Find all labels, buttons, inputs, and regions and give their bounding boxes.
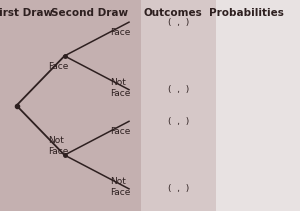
Text: Face: Face (48, 62, 68, 72)
Text: (  ,  ): ( , ) (168, 117, 189, 126)
Text: Outcomes: Outcomes (143, 8, 202, 18)
Bar (66, 0, 141, 211)
Bar (0, 0, 66, 211)
Text: Not
Face: Not Face (110, 78, 130, 98)
Bar (216, 0, 300, 211)
Text: Second Draw: Second Draw (51, 8, 129, 18)
Text: Face: Face (110, 28, 130, 37)
Text: Face: Face (110, 127, 130, 136)
Text: (  ,  ): ( , ) (168, 184, 189, 193)
Text: First Draw: First Draw (0, 8, 53, 18)
Text: Probabilities: Probabilities (208, 8, 284, 18)
Text: (  ,  ): ( , ) (168, 18, 189, 27)
Text: Not
Face: Not Face (48, 137, 68, 156)
Text: Not
Face: Not Face (110, 177, 130, 197)
Bar (141, 0, 216, 211)
Text: (  ,  ): ( , ) (168, 85, 189, 94)
